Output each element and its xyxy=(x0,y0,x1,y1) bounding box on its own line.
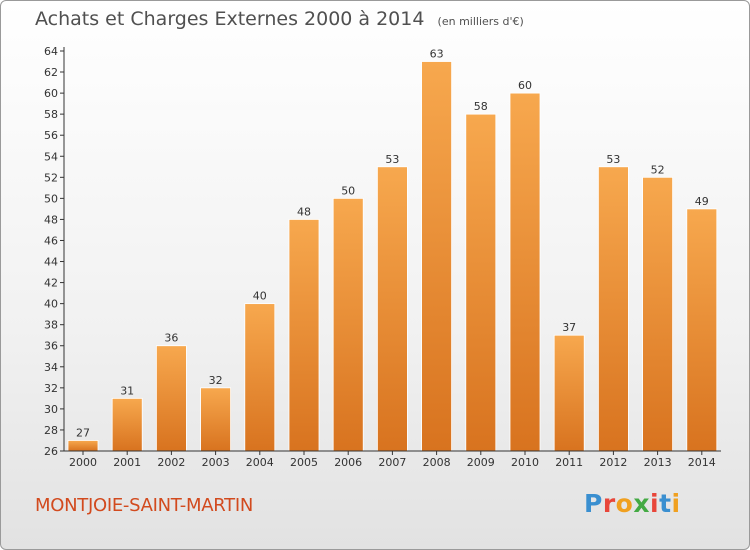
bar-value-label: 50 xyxy=(341,184,355,197)
bar xyxy=(509,92,541,452)
chart-title: Achats et Charges Externes 2000 à 2014 xyxy=(35,8,425,30)
bar xyxy=(288,219,320,452)
x-tick-label: 2005 xyxy=(290,456,318,469)
bar-value-label: 53 xyxy=(606,153,620,166)
bar-value-label: 32 xyxy=(209,374,223,387)
bar-value-label: 27 xyxy=(76,426,90,439)
commune-name: MONTJOIE-SAINT-MARTIN xyxy=(35,495,254,516)
bar xyxy=(642,176,673,452)
bar-value-label: 53 xyxy=(385,153,399,166)
x-tick-label: 2002 xyxy=(157,456,185,469)
bar xyxy=(155,345,187,452)
bar xyxy=(200,387,232,452)
x-tick-label: 2007 xyxy=(378,456,406,469)
logo-letter: i xyxy=(650,489,660,518)
y-tick-label: 46 xyxy=(44,234,58,247)
logo-letter: o xyxy=(615,489,634,518)
x-tick-label: 2013 xyxy=(644,456,672,469)
y-tick-label: 48 xyxy=(44,213,58,226)
y-tick-label: 42 xyxy=(44,277,58,290)
logo-letter: r xyxy=(602,489,616,518)
y-tick-label: 28 xyxy=(44,424,58,437)
x-tick-label: 2014 xyxy=(688,456,716,469)
y-tick-label: 54 xyxy=(44,150,58,163)
proxiti-logo: Proxiti xyxy=(584,489,681,518)
bar-value-label: 48 xyxy=(297,205,311,218)
bar xyxy=(67,440,99,452)
bar xyxy=(376,166,408,452)
x-tick-label: 2011 xyxy=(555,456,583,469)
bar xyxy=(465,113,497,452)
bar xyxy=(686,208,718,452)
x-tick-label: 2006 xyxy=(334,456,362,469)
bar xyxy=(111,397,143,452)
logo-letter: i xyxy=(671,489,681,518)
bar xyxy=(598,166,629,452)
bar xyxy=(332,197,364,452)
bar-value-label: 60 xyxy=(518,79,532,92)
x-tick-label: 2009 xyxy=(467,456,495,469)
y-tick-label: 36 xyxy=(44,340,58,353)
y-tick-label: 30 xyxy=(44,403,58,416)
y-tick-label: 62 xyxy=(44,66,58,79)
bar-value-label: 52 xyxy=(651,163,665,176)
title-row: Achats et Charges Externes 2000 à 2014 (… xyxy=(35,8,524,30)
bar xyxy=(553,334,585,452)
y-tick-label: 40 xyxy=(44,298,58,311)
x-tick-label: 2004 xyxy=(246,456,274,469)
logo-letter: x xyxy=(633,489,650,518)
bar-value-label: 31 xyxy=(120,384,134,397)
bar-value-label: 58 xyxy=(474,100,488,113)
logo-letter: t xyxy=(659,489,672,518)
y-tick-label: 32 xyxy=(44,382,58,395)
x-tick-label: 2003 xyxy=(202,456,230,469)
bar xyxy=(421,61,453,452)
bar xyxy=(244,303,276,452)
chart-units: (en milliers d'€) xyxy=(437,15,524,28)
x-tick-label: 2000 xyxy=(69,456,97,469)
y-tick-label: 44 xyxy=(44,256,58,269)
bar-value-label: 37 xyxy=(562,321,576,334)
y-tick-label: 64 xyxy=(44,45,58,58)
y-tick-label: 58 xyxy=(44,108,58,121)
y-tick-label: 34 xyxy=(44,361,58,374)
y-tick-label: 38 xyxy=(44,319,58,332)
y-tick-label: 60 xyxy=(44,87,58,100)
x-tick-label: 2012 xyxy=(599,456,627,469)
y-tick-label: 26 xyxy=(44,445,58,458)
bar-value-label: 49 xyxy=(695,195,709,208)
x-tick-label: 2010 xyxy=(511,456,539,469)
y-tick-label: 56 xyxy=(44,129,58,142)
logo-letter: P xyxy=(584,489,603,518)
y-tick-label: 52 xyxy=(44,171,58,184)
x-tick-label: 2001 xyxy=(113,456,141,469)
bar-value-label: 40 xyxy=(253,290,267,303)
bar-value-label: 36 xyxy=(164,332,178,345)
bar-value-label: 63 xyxy=(430,48,444,61)
x-tick-label: 2008 xyxy=(423,456,451,469)
y-tick-label: 50 xyxy=(44,192,58,205)
